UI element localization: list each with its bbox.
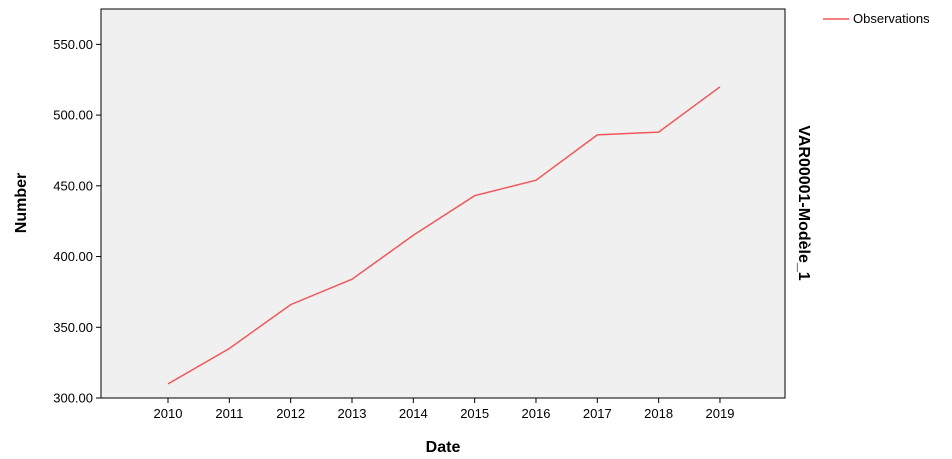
x-tick-label: 2014: [399, 406, 428, 421]
y-tick-label: 550.00: [53, 37, 93, 52]
y-tick-label: 350.00: [53, 320, 93, 335]
legend: Observations: [823, 11, 930, 26]
y-tick-label: 300.00: [53, 391, 93, 406]
y-tick-label: 400.00: [53, 249, 93, 264]
x-tick-label: 2018: [644, 406, 673, 421]
y-axis: 300.00 350.00 400.00 450.00 500.00 550.00: [53, 37, 101, 406]
x-tick-label: 2010: [154, 406, 183, 421]
x-tick-label: 2019: [706, 406, 735, 421]
x-tick-label: 2017: [583, 406, 612, 421]
y-tick-label: 450.00: [53, 178, 93, 193]
series-line-observations: [167, 86, 721, 385]
x-tick-label: 2013: [338, 406, 367, 421]
x-axis-title: Date: [426, 439, 461, 456]
y-axis-title: Number: [13, 173, 30, 233]
x-tick-label: 2012: [276, 406, 305, 421]
x-tick-label: 2015: [460, 406, 489, 421]
x-tick-label: 2016: [522, 406, 551, 421]
x-axis: 2010 2011 2012 2013 2014 2015 2016 2017 2018 2019: [154, 398, 735, 421]
side-title: VAR00001-Modèle_1: [795, 125, 812, 280]
plot-area: [100, 8, 786, 399]
y-tick-label: 500.00: [53, 108, 93, 123]
x-tick-label: 2011: [215, 406, 243, 421]
series-layer: [167, 86, 721, 385]
legend-label: Observations: [853, 11, 930, 26]
